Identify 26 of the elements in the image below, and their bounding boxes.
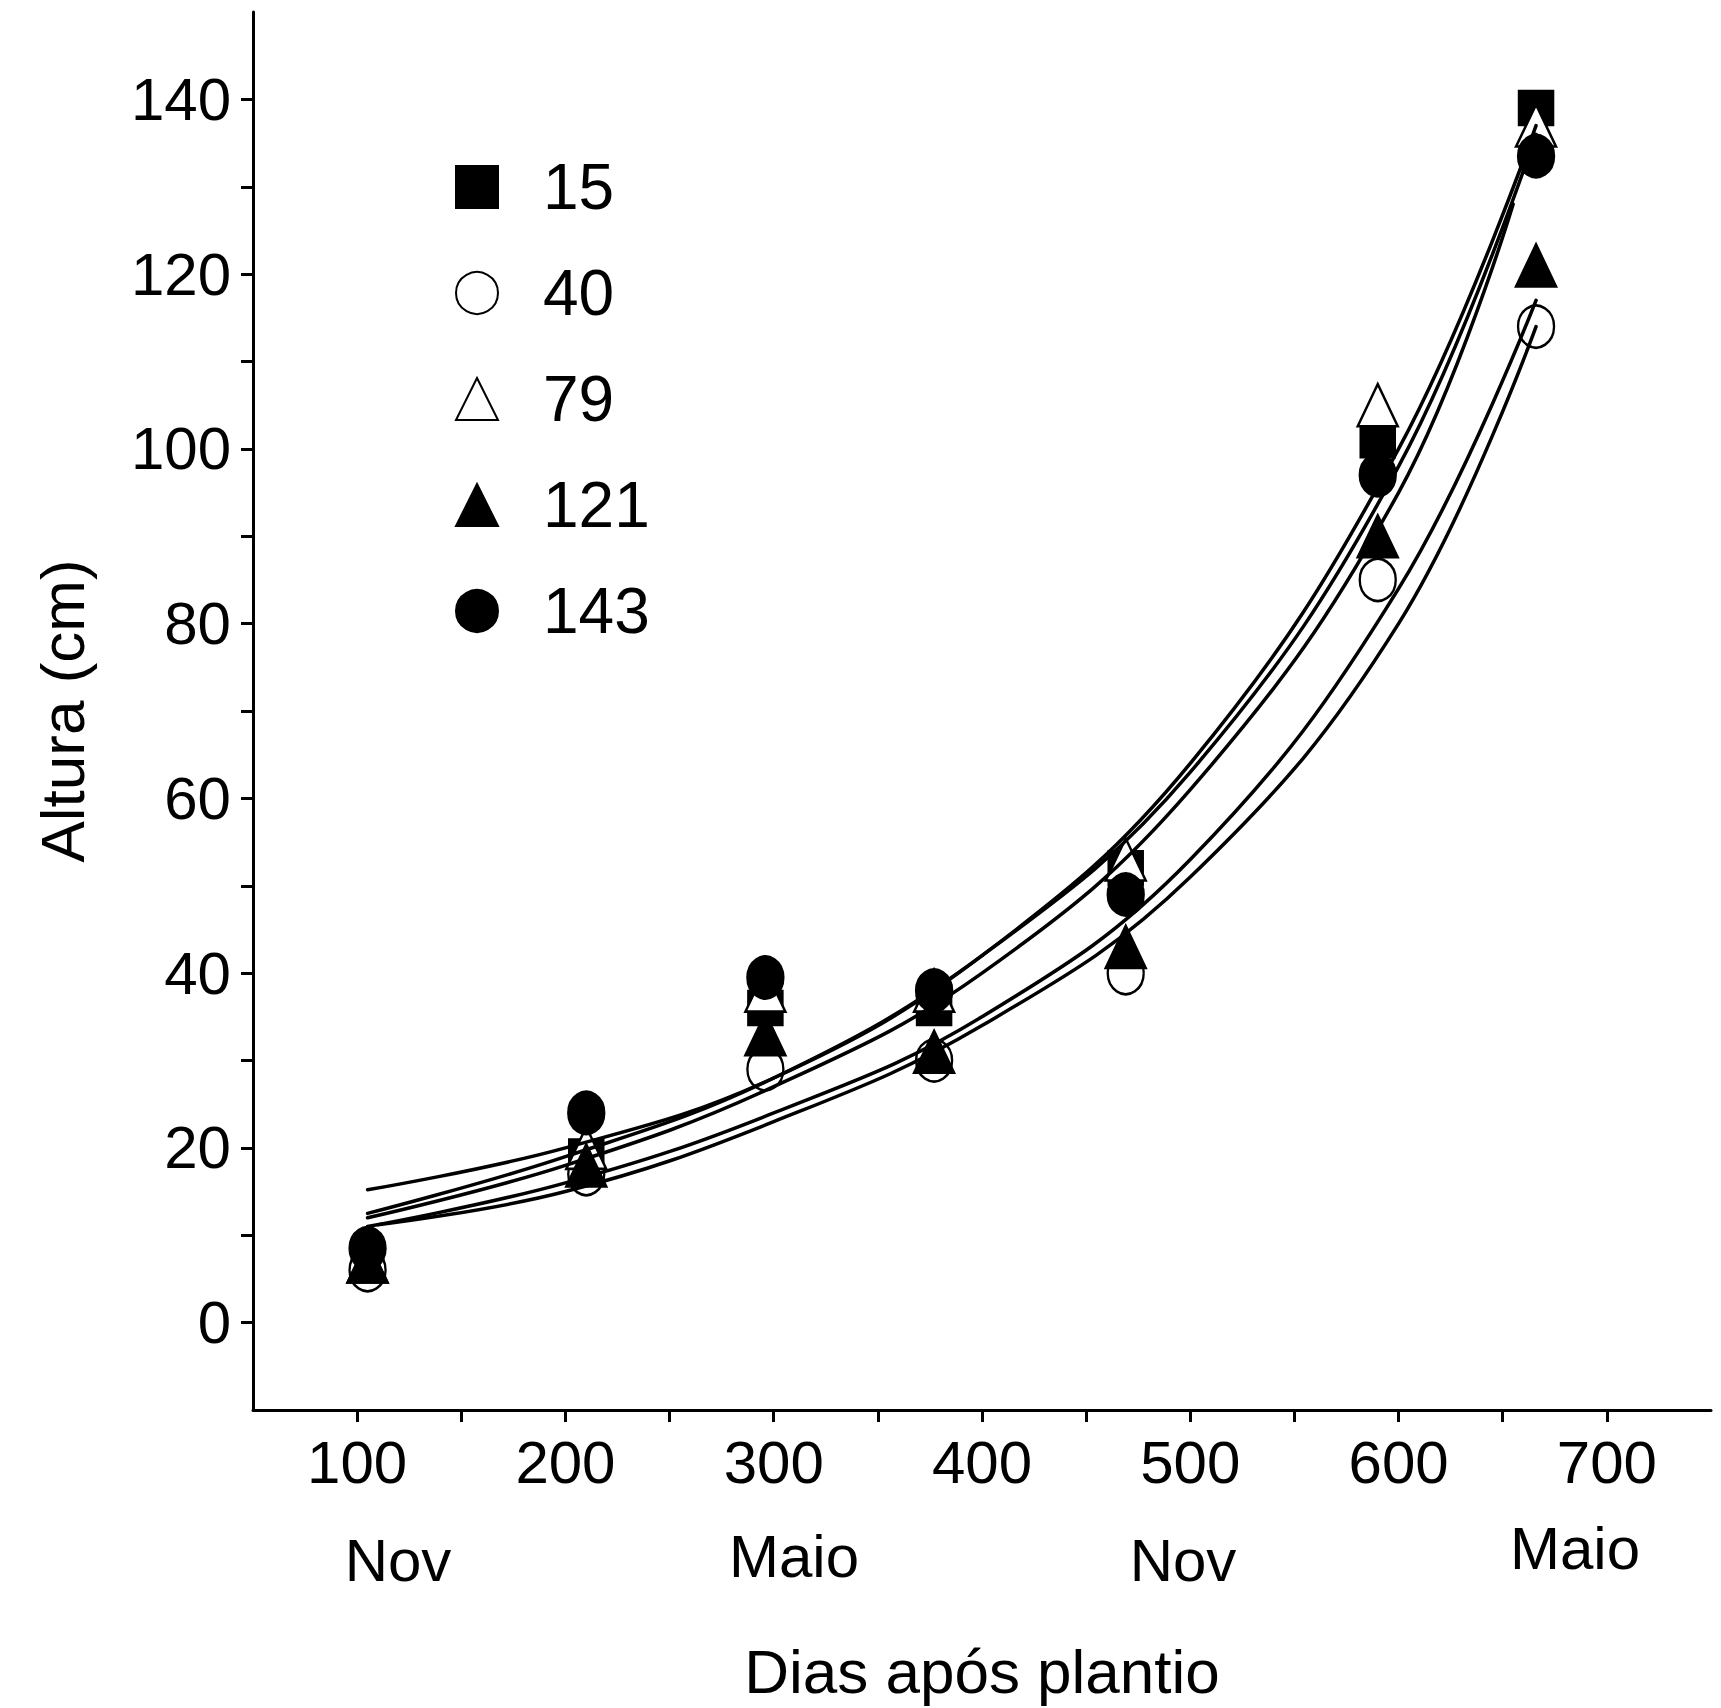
legend-label: 40 [543,257,615,329]
y-tick-label: 120 [130,240,231,308]
y-axis-title: Altura (cm) [27,559,97,863]
x-tick-label: 300 [723,1428,824,1496]
text: Nov [1129,1526,1237,1594]
x-tick-label: 200 [515,1428,616,1496]
text: Maio [1509,1514,1641,1582]
legend-label: 143 [543,575,650,647]
legend-label: 121 [543,469,650,541]
x-tick-label: 700 [1556,1428,1657,1496]
legend-label: 79 [543,363,615,435]
y-tick-label: 20 [164,1114,231,1182]
text: Maio [728,1522,860,1590]
y-tick-label: 140 [130,65,231,133]
y-tick-label: 0 [197,1289,231,1357]
y-tick-label: 80 [164,590,231,658]
x-tick-label: 100 [307,1428,408,1496]
y-tick-label: 60 [164,764,231,832]
x-axis-title: Dias após plantio [744,1636,1220,1706]
x-tick-label: 600 [1348,1428,1449,1496]
x-tick-label: 400 [931,1428,1033,1496]
x-tick-label: 500 [1140,1428,1241,1496]
y-tick-label: 100 [130,415,231,483]
y-tick-label: 40 [164,939,231,1007]
text: Nov [344,1526,452,1594]
legend-label: 15 [543,151,615,223]
